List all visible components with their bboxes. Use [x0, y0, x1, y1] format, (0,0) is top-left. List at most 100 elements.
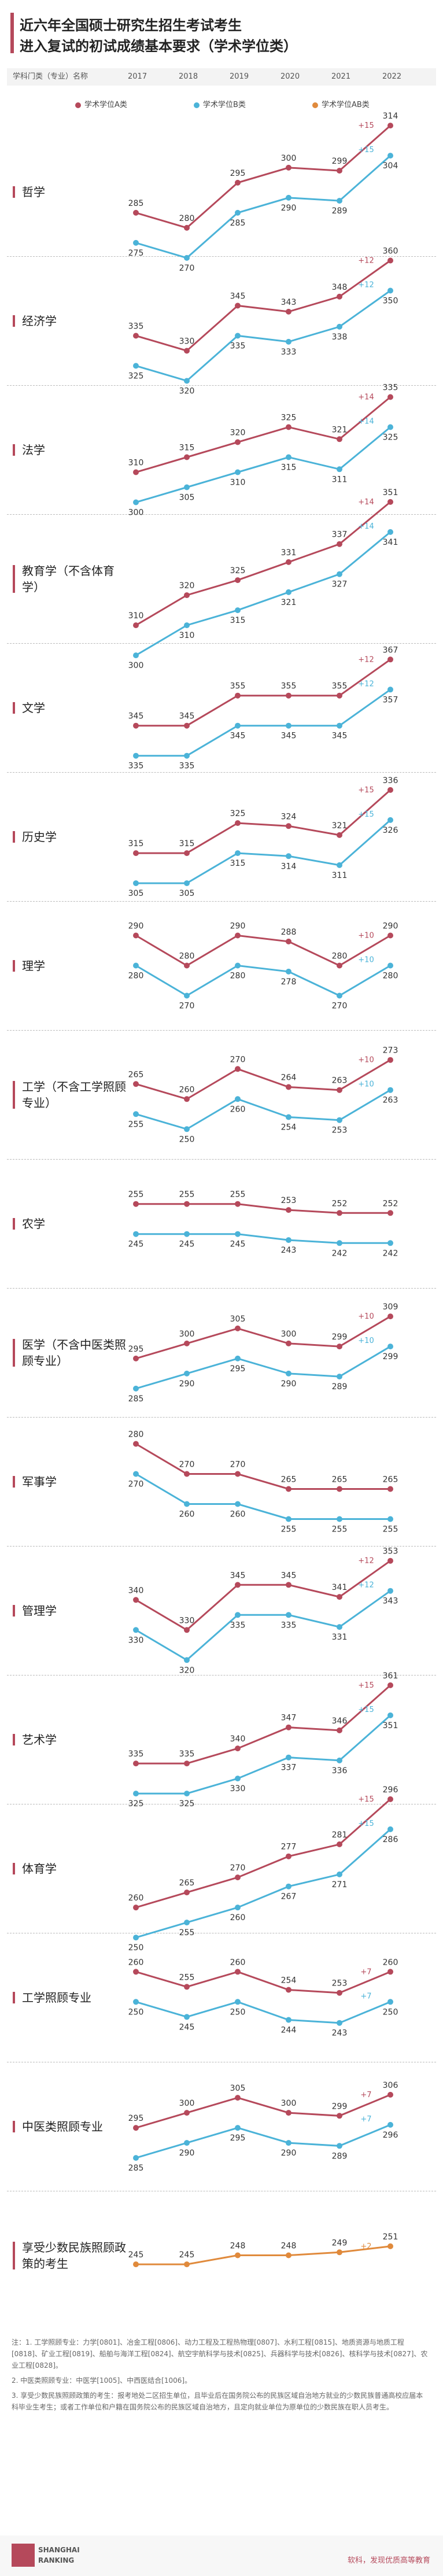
data-point-a: [235, 932, 241, 939]
data-point-b: [133, 752, 139, 759]
data-point-a: [235, 1201, 241, 1207]
data-point-a: [387, 656, 393, 663]
data-label-b: 290: [179, 2149, 195, 2158]
series-line-a: [136, 789, 391, 854]
data-point-b: [387, 2121, 393, 2128]
data-label-a: 273: [383, 1046, 398, 1056]
data-label-b: 255: [179, 1928, 195, 1937]
data-label-a: 306: [383, 2081, 398, 2090]
data-label-a: 254: [281, 1976, 297, 1985]
data-point-b: [286, 338, 291, 345]
legend-a: 学术学位A类: [75, 98, 127, 109]
series-line-b: [135, 1590, 391, 1662]
data-label-b: 290: [179, 1379, 195, 1389]
data-point-b: [133, 1471, 139, 1477]
data-label-b: 244: [281, 2026, 297, 2035]
data-point-a: [387, 1558, 393, 1564]
data-point-b: [337, 1757, 342, 1763]
subject-label: 军事学: [22, 1474, 57, 1489]
data-point-a: [387, 257, 393, 264]
data-label-b: 250: [383, 2007, 398, 2017]
data-point-a: [133, 1969, 139, 1975]
legend-a-swatch: [75, 102, 81, 108]
data-label-ab: 249: [332, 2238, 348, 2247]
data-point-b: [286, 1516, 291, 1522]
data-point-b: [184, 2140, 190, 2146]
data-label-a: 264: [281, 1073, 297, 1083]
data-label-b: 250: [128, 1943, 144, 1953]
data-label-b: 267: [281, 1892, 297, 1902]
data-point-a: [387, 1210, 393, 1216]
data-label-a: 281: [332, 1830, 348, 1840]
subject-label: 艺术学: [22, 1732, 57, 1747]
data-label-b: 290: [281, 204, 297, 213]
data-point-b: [337, 1117, 342, 1123]
header-subject-column: 学科门类（专业）名称: [13, 72, 88, 81]
data-label-b: 263: [383, 1096, 398, 1105]
data-label-b: 325: [128, 372, 144, 381]
data-point-a: [286, 1340, 291, 1346]
data-point-a: [235, 1745, 241, 1752]
data-label-b: 335: [128, 762, 144, 771]
subject-accent-bar: [13, 1733, 15, 1745]
change-label-a: +15: [358, 121, 374, 130]
data-label-a: 335: [383, 383, 398, 393]
change-label-b: +12: [358, 680, 374, 688]
data-point-b: [184, 1126, 190, 1132]
data-label-b: 254: [281, 1123, 297, 1132]
data-label-b: 270: [332, 1002, 348, 1011]
data-point-b: [235, 1355, 241, 1361]
data-label-a: 321: [332, 821, 348, 831]
data-point-a: [184, 348, 190, 354]
data-point-a: [387, 1057, 393, 1063]
data-point-a: [235, 820, 241, 826]
series-line-b: [135, 531, 391, 656]
data-label-a: 270: [230, 1055, 246, 1064]
data-point-b: [235, 1905, 241, 1911]
subject-accent-bar: [13, 444, 15, 456]
data-label-a: 355: [332, 682, 348, 691]
data-point-b: [235, 722, 241, 729]
data-label-a: 331: [281, 548, 297, 558]
data-label-b: 343: [383, 1597, 398, 1606]
data-point-b: [387, 1240, 393, 1246]
legend-ab-label: 学术学位AB类: [322, 101, 370, 109]
data-label-a: 260: [128, 1894, 144, 1903]
data-label-b: 285: [230, 219, 246, 228]
data-point-b: [337, 722, 342, 729]
data-point-a: [184, 454, 190, 460]
subject-label: 理学: [22, 958, 45, 973]
chart-area: 285 280 295 300 299 314 +15 275 270 285 290 289 304 +…: [128, 112, 398, 2268]
series-line-b: [135, 154, 391, 259]
data-point-a: [235, 302, 241, 309]
series-line-b: [135, 2001, 391, 2024]
data-label-a: 310: [128, 459, 144, 468]
data-point-a: [337, 832, 342, 838]
data-label-b: 350: [383, 297, 398, 306]
data-label-a: 351: [383, 488, 398, 497]
data-label-a: 305: [230, 2084, 246, 2093]
data-point-b: [133, 1231, 139, 1237]
data-label-a: 348: [332, 283, 348, 292]
series-line-b: [136, 689, 391, 757]
change-label-a: +15: [358, 1795, 374, 1804]
data-label-b: 345: [332, 732, 348, 741]
data-point-a: [286, 1486, 291, 1492]
data-label-a: 300: [281, 1330, 297, 1339]
data-point-b: [184, 1920, 190, 1926]
data-label-a: 343: [281, 298, 297, 307]
data-label-a: 347: [281, 1714, 297, 1723]
legend-ab: 学术学位AB类: [312, 98, 370, 109]
data-label-b: 250: [128, 2007, 144, 2017]
data-point-a: [235, 1066, 241, 1072]
data-label-a: 270: [230, 1460, 246, 1470]
data-label-a: 296: [383, 1785, 398, 1795]
data-label-a: 270: [179, 1460, 195, 1470]
series-line-a: [135, 124, 391, 229]
series-line-b: [135, 1828, 391, 1939]
data-point-b: [387, 1344, 393, 1350]
data-label-a: 253: [281, 1196, 297, 1205]
data-point-b: [184, 378, 190, 384]
subject-label: 管理学: [22, 1603, 57, 1618]
data-label-a: 330: [179, 1616, 195, 1625]
